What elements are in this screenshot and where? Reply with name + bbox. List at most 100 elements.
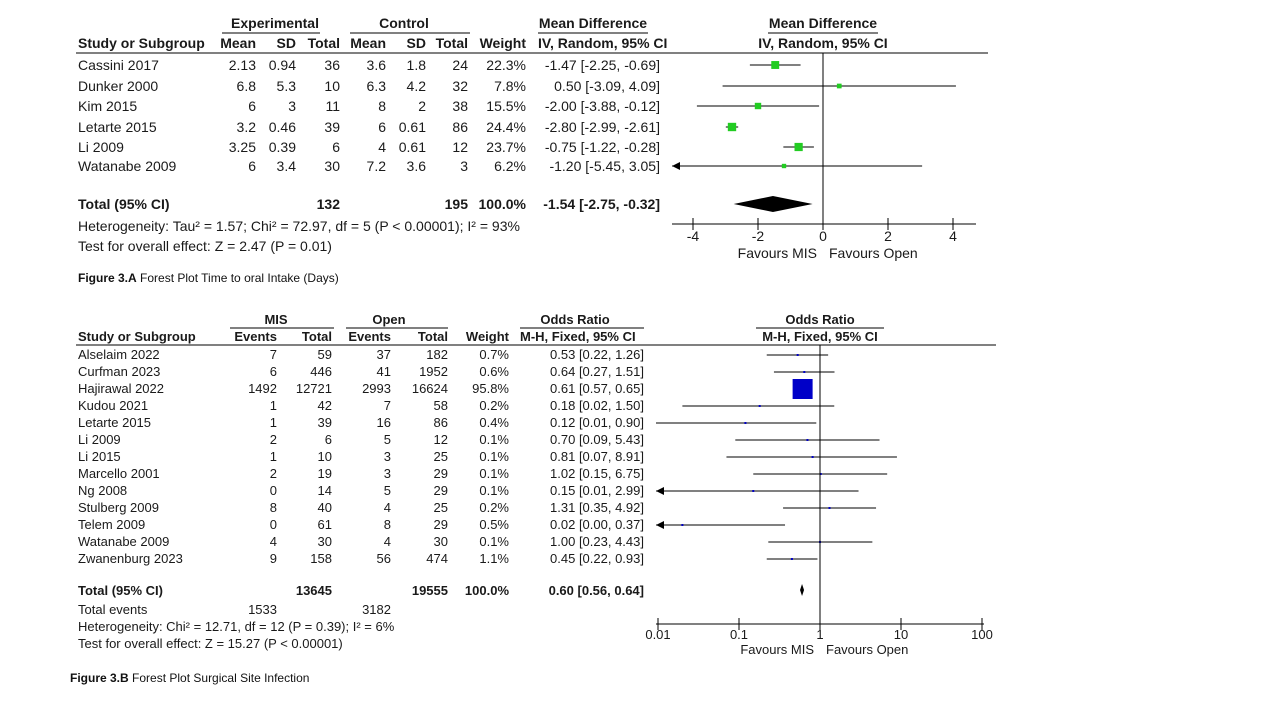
column-header: M-H, Fixed, 95% CI — [520, 329, 636, 344]
table-cell: 2 — [418, 98, 426, 114]
column-header: Total — [302, 329, 332, 344]
study-name: Watanabe 2009 — [78, 534, 169, 549]
column-header: Study or Subgroup — [78, 329, 196, 344]
study-marker — [681, 524, 684, 526]
x-tick-label: 0.01 — [645, 627, 670, 642]
total-cell: 100.0% — [479, 196, 527, 212]
ci-arrow — [656, 487, 664, 495]
table-cell: 0.1% — [479, 449, 509, 464]
table-cell: 30 — [318, 534, 332, 549]
table-cell: 0.61 — [399, 139, 426, 155]
table-cell: 6 — [378, 119, 386, 135]
ci-text: 0.61 [0.57, 0.65] — [550, 381, 644, 396]
study-marker — [796, 354, 799, 356]
figure-caption-3b: Figure 3.B Forest Plot Surgical Site Inf… — [70, 671, 309, 685]
favours-right: Favours Open — [829, 245, 918, 261]
ci-text: 0.02 [0.00, 0.37] — [550, 517, 644, 532]
column-header: Mean — [220, 35, 256, 51]
table-cell: 0.7% — [479, 347, 509, 362]
table-cell: 4 — [270, 534, 277, 549]
table-cell: 8 — [270, 500, 277, 515]
study-marker — [819, 473, 822, 475]
group-header-mis: MIS — [264, 312, 287, 327]
column-header: Mean — [350, 35, 386, 51]
table-cell: 4.2 — [407, 78, 427, 94]
table-cell: 42 — [318, 398, 332, 413]
table-cell: 4 — [384, 500, 391, 515]
study-marker — [828, 507, 831, 509]
table-cell: 29 — [434, 483, 448, 498]
table-cell: 59 — [318, 347, 332, 362]
figure-caption-3a: Figure 3.A Forest Plot Time to oral Inta… — [78, 271, 339, 285]
table-cell: 8 — [378, 98, 386, 114]
study-marker — [727, 122, 737, 132]
ci-text: 0.12 [0.01, 0.90] — [550, 415, 644, 430]
effect-header: Mean Difference — [539, 15, 647, 31]
table-cell: 23.7% — [486, 139, 526, 155]
plot-subheader: M-H, Fixed, 95% CI — [762, 329, 878, 344]
table-cell: 0.5% — [479, 517, 509, 532]
table-cell: 1.8 — [407, 57, 427, 73]
table-cell: 2 — [270, 432, 277, 447]
study-name: Letarte 2015 — [78, 415, 151, 430]
study-name: Telem 2009 — [78, 517, 145, 532]
table-cell: 0.39 — [269, 139, 296, 155]
x-tick-label: 2 — [884, 228, 892, 244]
column-header: Total — [418, 329, 448, 344]
study-name: Alselaim 2022 — [78, 347, 160, 362]
study-name: Letarte 2015 — [78, 119, 157, 135]
study-marker — [811, 456, 814, 458]
table-cell: 2 — [270, 466, 277, 481]
table-cell: 8 — [384, 517, 391, 532]
table-cell: 0.2% — [479, 500, 509, 515]
table-cell: 12 — [452, 139, 468, 155]
plot-header: Odds Ratio — [785, 312, 854, 327]
footer-line: Heterogeneity: Tau² = 1.57; Chi² = 72.97… — [78, 218, 520, 234]
table-cell: 6.3 — [367, 78, 387, 94]
table-cell: 3.6 — [407, 158, 427, 174]
table-cell: 0 — [270, 483, 277, 498]
plot-subheader: IV, Random, 95% CI — [758, 35, 887, 51]
table-cell: 4 — [384, 534, 391, 549]
x-tick-label: 0 — [819, 228, 827, 244]
footer-line: Heterogeneity: Chi² = 12.71, df = 12 (P … — [78, 619, 395, 634]
table-cell: 29 — [434, 466, 448, 481]
study-marker — [744, 422, 747, 424]
study-name: Li 2009 — [78, 139, 124, 155]
table-cell: 7.2 — [367, 158, 387, 174]
study-marker — [836, 83, 842, 89]
table-cell: 29 — [434, 517, 448, 532]
ci-text: 0.45 [0.22, 0.93] — [550, 551, 644, 566]
table-cell: 0.94 — [269, 57, 296, 73]
ci-text: 0.50 [-3.09, 4.09] — [554, 78, 660, 94]
ci-text: 0.64 [0.27, 1.51] — [550, 364, 644, 379]
ci-arrow — [656, 521, 664, 529]
table-cell: 2993 — [362, 381, 391, 396]
column-header: SD — [407, 35, 426, 51]
study-marker — [781, 163, 787, 169]
figure-caption-text: Forest Plot Surgical Site Infection — [132, 671, 310, 685]
forest-plot-3a: Experimental Control Mean Difference Mean D… — [76, 15, 988, 261]
table-cell: 11 — [325, 98, 340, 114]
table-cell: 158 — [310, 551, 332, 566]
table-cell: 6.8 — [237, 78, 257, 94]
table-cell: 7 — [384, 398, 391, 413]
column-header: Weight — [466, 329, 510, 344]
favours-left: Favours MIS — [740, 642, 814, 657]
table-cell: 1.1% — [479, 551, 509, 566]
study-name: Watanabe 2009 — [78, 158, 177, 174]
total-label: Total (95% CI) — [78, 583, 163, 598]
table-cell: 7 — [270, 347, 277, 362]
table-cell: 15.5% — [486, 98, 526, 114]
table-cell: 0.1% — [479, 466, 509, 481]
column-header: Total — [436, 35, 468, 51]
table-cell: 12 — [434, 432, 448, 447]
table-cell: 0.1% — [479, 432, 509, 447]
table-cell: 5 — [384, 483, 391, 498]
total-ci-text: 0.60 [0.56, 0.64] — [549, 583, 644, 598]
table-cell: 5 — [384, 432, 391, 447]
pooled-diamond — [800, 584, 805, 596]
table-cell: 25 — [434, 449, 448, 464]
total-events-label: Total events — [78, 602, 148, 617]
table-cell: 0.1% — [479, 483, 509, 498]
